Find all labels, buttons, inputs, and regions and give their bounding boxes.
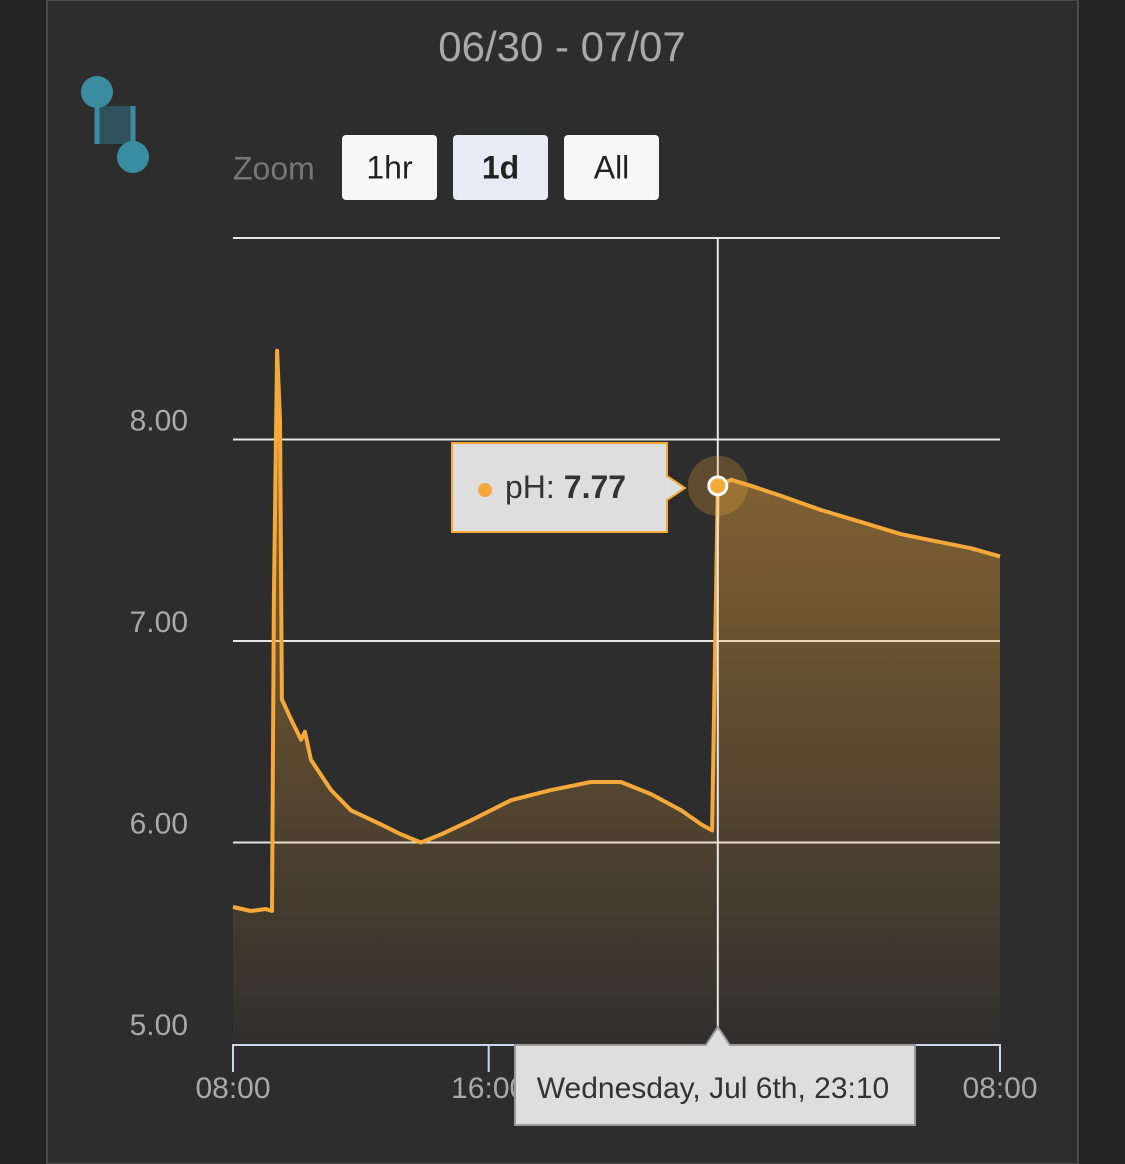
tooltip-bullet: [478, 483, 492, 497]
zoom-button[interactable]: [564, 135, 659, 200]
tooltip-name: pH:: [505, 469, 555, 505]
zoom-button-label[interactable]: All: [594, 149, 630, 185]
tooltip-box: [451, 442, 687, 533]
zoom-label: Zoom: [233, 150, 315, 186]
point-marker: [707, 475, 729, 497]
date-tooltip-text: Wednesday, Jul 6th, 23:10: [537, 1072, 889, 1105]
zoom-button-label[interactable]: 1hr: [366, 149, 413, 185]
x-tick-label: 16:00: [451, 1072, 526, 1105]
zoom-button[interactable]: [342, 135, 437, 200]
tooltip-text: pH: 7.77: [505, 469, 626, 505]
zoom-button-label[interactable]: 1d: [482, 149, 519, 185]
y-tick-label: 8.00: [130, 404, 188, 437]
date-tooltip-box: [514, 1025, 916, 1126]
zoom-button[interactable]: [453, 135, 548, 200]
tooltip-value: 7.77: [564, 469, 626, 505]
line: [232, 348, 1001, 913]
y-tick-label: 7.00: [130, 606, 188, 639]
navigator-icon: [81, 76, 149, 173]
x-tick-label: 08:00: [195, 1072, 270, 1105]
y-tick-label: 6.00: [130, 807, 188, 840]
chart-title: 06/30 - 07/07: [438, 23, 686, 70]
x-tick-label: 08:00: [962, 1072, 1037, 1105]
area: [233, 350, 1000, 1044]
y-tick-label: 5.00: [130, 1009, 188, 1042]
